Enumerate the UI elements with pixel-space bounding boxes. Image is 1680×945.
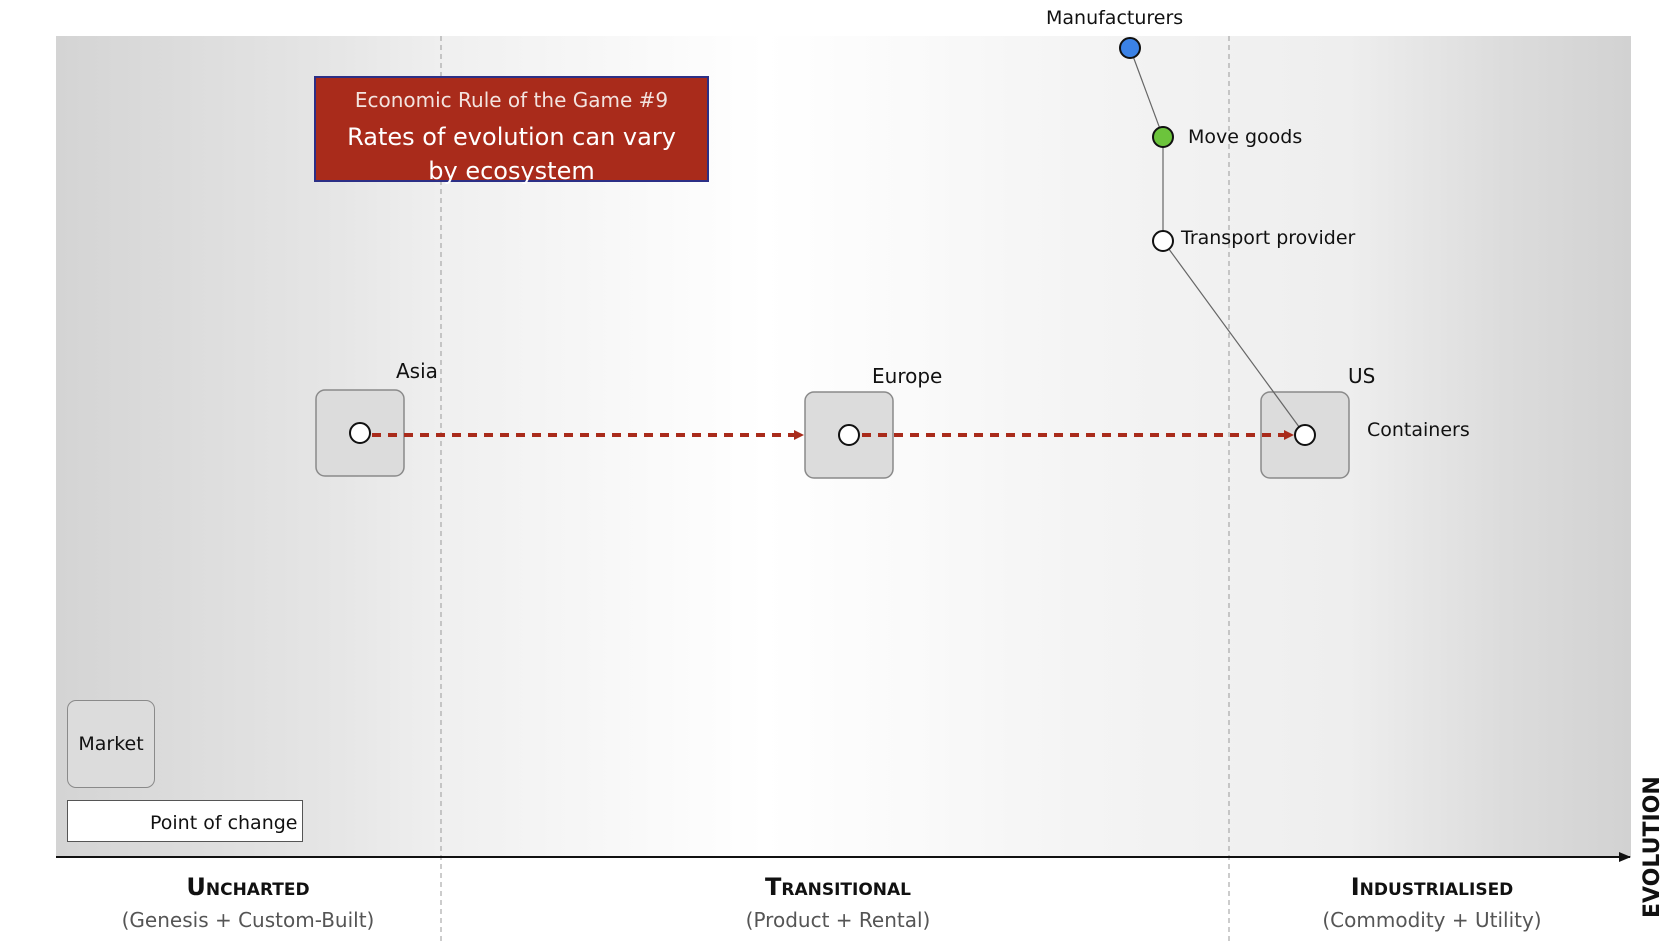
label-market-europe: Europe <box>872 364 943 388</box>
legend-market: Market <box>67 700 155 788</box>
rule-title: Rates of evolution can vary by ecosystem <box>347 123 676 185</box>
label-move-goods: Move goods <box>1188 126 1303 148</box>
stage-subtitle-uncharted: (Genesis + Custom-Built) <box>121 908 375 932</box>
label-market-us: US <box>1348 364 1376 388</box>
rule-title-box: Economic Rule of the Game #9 Rates of ev… <box>314 76 709 185</box>
link-manufacturers-move-goods <box>1129 47 1164 138</box>
legend-market-label: Market <box>78 733 144 755</box>
node-move-goods[interactable] <box>1152 126 1174 148</box>
stage-subtitle-transitional: (Product + Rental) <box>745 908 931 932</box>
label-transport-provider: Transport provider <box>1181 227 1356 249</box>
node-containers-asia[interactable] <box>349 422 371 444</box>
rule-subtitle: Economic Rule of the Game #9 <box>354 88 669 112</box>
node-manufacturers[interactable] <box>1119 37 1141 59</box>
node-containers-us[interactable] <box>1294 424 1316 446</box>
legend-change-label: Point of change <box>150 812 298 834</box>
stage-title-transitional: Transitional <box>764 873 911 901</box>
stage-subtitle-industrialised: (Commodity + Utility) <box>1322 908 1542 932</box>
stage-title-uncharted: Uncharted <box>186 873 310 901</box>
node-transport-provider[interactable] <box>1152 230 1174 252</box>
legend-point-of-change: Point of change <box>67 800 303 842</box>
label-containers: Containers <box>1367 419 1470 441</box>
stage-title-industrialised: Industrialised <box>1350 873 1514 901</box>
label-market-asia: Asia <box>396 359 438 383</box>
evolution-axis-label: EVOLUTION <box>1640 776 1665 918</box>
node-containers-europe[interactable] <box>838 424 860 446</box>
label-manufacturers: Manufacturers <box>1046 7 1184 29</box>
link-transport-containers <box>1162 240 1306 436</box>
